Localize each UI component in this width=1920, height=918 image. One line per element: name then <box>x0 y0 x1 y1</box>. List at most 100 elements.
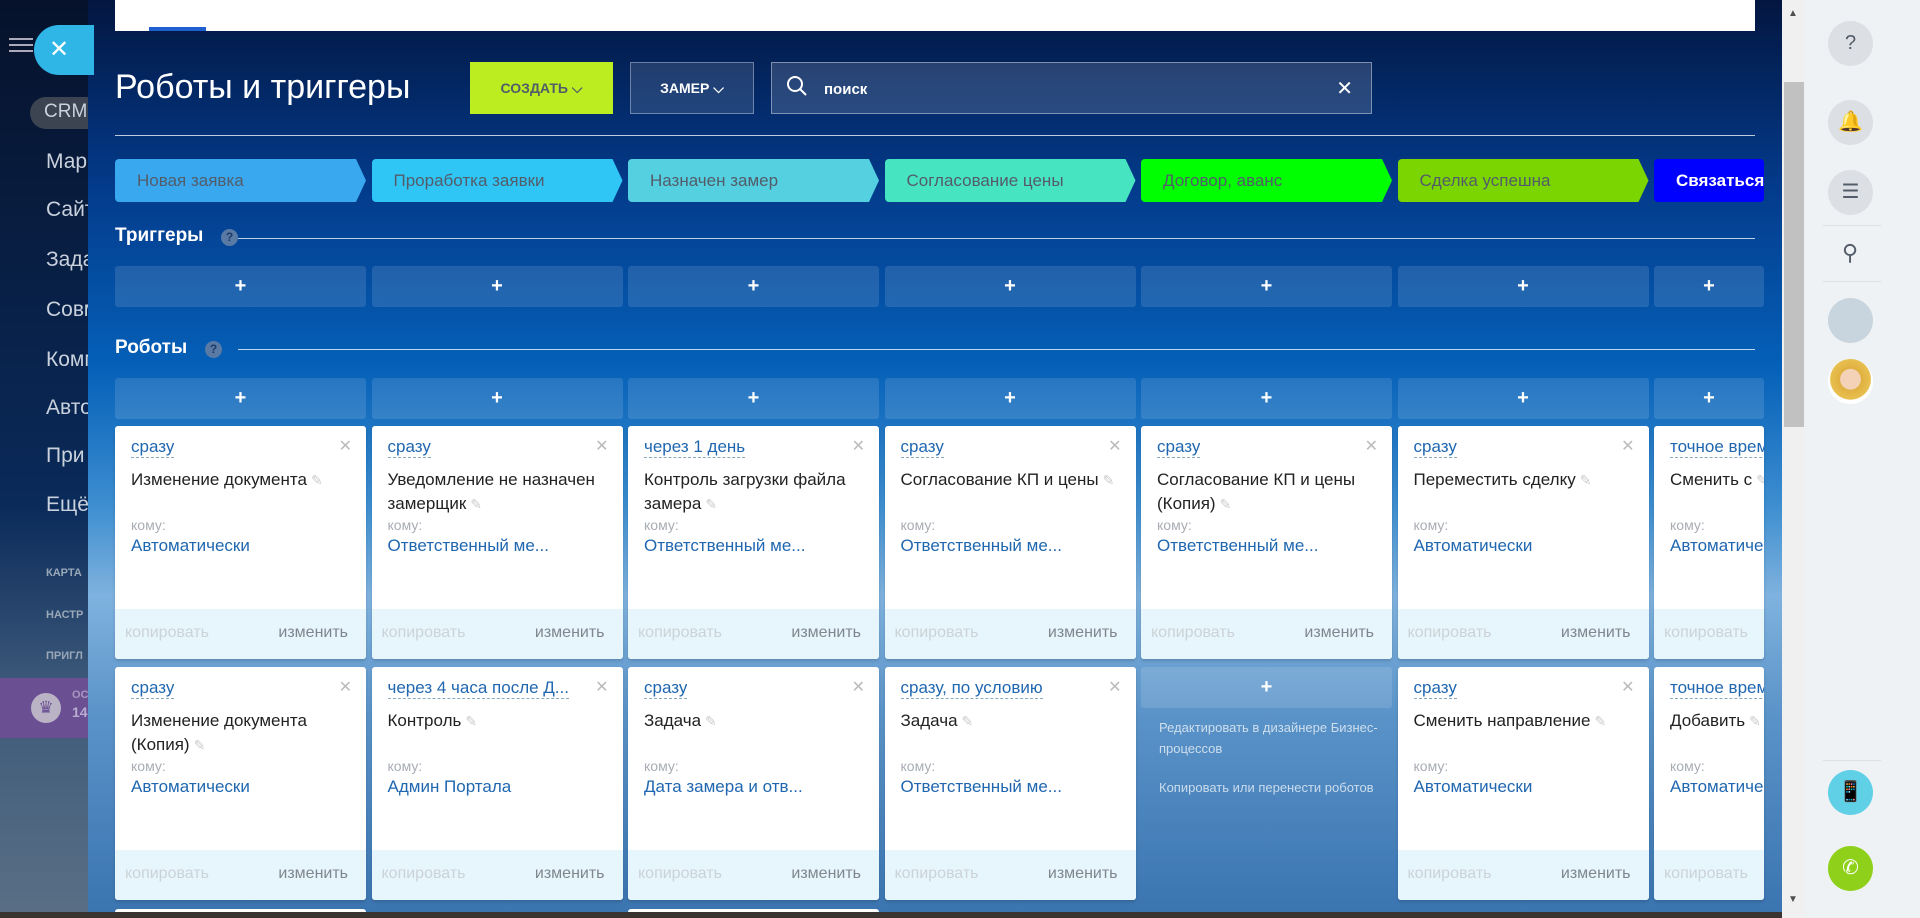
create-button[interactable]: СОЗДАТЬ ⌵ <box>470 62 613 114</box>
license-promo[interactable]: ♛ ОС 14 <box>0 678 88 738</box>
delay-link[interactable]: сразу <box>644 678 688 699</box>
sidebar-item[interactable]: Зада <box>46 248 88 271</box>
add-robot-button[interactable]: + <box>1397 378 1649 419</box>
delay-link[interactable]: сразу <box>387 437 431 458</box>
sidebar-item[interactable]: Мар <box>46 150 88 173</box>
copy-button[interactable]: копировать <box>638 865 723 882</box>
edit-button[interactable]: изменить <box>278 624 348 641</box>
stage-3[interactable]: Согласование цены <box>885 159 1136 202</box>
sidebar-link[interactable]: НАСТР <box>46 609 84 621</box>
copy-button[interactable]: копировать <box>1407 624 1492 641</box>
edit-button[interactable]: изменить <box>791 865 861 882</box>
sidebar-item[interactable]: Совм <box>46 298 88 321</box>
delay-link[interactable]: сразу <box>900 437 944 458</box>
copy-button[interactable]: копировать <box>1664 865 1749 882</box>
stage-6[interactable]: Связаться <box>1654 159 1764 202</box>
copy-move-link[interactable]: Копировать или перенести роботов <box>1159 780 1374 795</box>
pencil-icon[interactable]: ✎ <box>1756 472 1764 488</box>
pencil-icon[interactable]: ✎ <box>1219 496 1232 512</box>
add-trigger-button[interactable]: + <box>1654 266 1764 307</box>
sidebar-link[interactable]: КАРТА <box>46 567 82 579</box>
responsible-link[interactable]: Автоматически <box>1670 777 1764 796</box>
add-trigger-button[interactable]: + <box>371 266 623 307</box>
delay-link[interactable]: сразу <box>1413 678 1457 699</box>
bell-icon[interactable]: 🔔 <box>1828 100 1873 145</box>
scroll-thumb[interactable] <box>1784 82 1804 427</box>
copy-button[interactable]: копировать <box>1664 624 1749 641</box>
close-icon[interactable]: ✕ <box>1621 679 1635 696</box>
responsible-link[interactable]: Автоматически <box>131 777 250 796</box>
delay-link[interactable]: точное время <box>1670 678 1764 699</box>
pencil-icon[interactable]: ✎ <box>1579 472 1592 488</box>
sidebar-item[interactable]: Комм <box>46 348 88 371</box>
robot-card[interactable]: сразу ✕ Изменение документа (Копия) ✎ кому: А… <box>115 667 366 900</box>
pipeline-select[interactable]: ЗАМЕР ⌵ <box>630 62 754 114</box>
robot-card[interactable]: через 4 часа после Д... ✕ Контроль ✎ кому: Ад… <box>371 667 623 900</box>
copy-button[interactable]: копировать <box>894 865 979 882</box>
stage-4[interactable]: Договор, аванс <box>1141 159 1392 202</box>
add-trigger-button[interactable]: + <box>115 266 366 307</box>
close-icon[interactable]: ✕ <box>338 679 352 696</box>
edit-button[interactable]: изменить <box>791 624 861 641</box>
delay-link[interactable]: сразу <box>1413 437 1457 458</box>
add-trigger-button[interactable]: + <box>628 266 879 307</box>
delay-link[interactable]: сразу <box>131 678 175 699</box>
mobile-app-icon[interactable]: 📱 <box>1828 770 1873 815</box>
responsible-link[interactable]: Ответственный ме... <box>644 536 806 555</box>
robot-card[interactable]: сразу ✕ Согласование КП и цены (Копия) ✎ ком… <box>1141 426 1392 659</box>
robot-card[interactable]: через 1 день ✕ Контроль загрузки файла зам… <box>628 426 879 659</box>
close-icon[interactable]: ✕ <box>1364 438 1378 455</box>
add-robot-button[interactable]: + <box>1141 667 1392 708</box>
stage-0[interactable]: Новая заявка <box>115 159 366 202</box>
robot-card[interactable]: точное время Сменить с✎ кому: Автоматически… <box>1654 426 1764 659</box>
edit-button[interactable]: изменить <box>1047 865 1118 882</box>
add-robot-button[interactable]: + <box>371 378 623 419</box>
add-trigger-button[interactable]: + <box>1397 266 1649 307</box>
add-trigger-button[interactable]: + <box>1141 266 1392 307</box>
copy-button[interactable]: копировать <box>381 865 466 882</box>
edit-button[interactable]: изменить <box>278 865 348 882</box>
responsible-link[interactable]: Дата замера и отв... <box>644 777 803 796</box>
chat-icon[interactable]: ☰ <box>1828 170 1873 215</box>
search-icon[interactable]: ⚲ <box>1842 240 1859 265</box>
clear-search-icon[interactable]: ✕ <box>1336 78 1353 100</box>
copy-button[interactable]: копировать <box>1151 624 1236 641</box>
pencil-icon[interactable]: ✎ <box>961 713 974 729</box>
scroll-down-icon[interactable]: ▼ <box>1788 894 1798 905</box>
delay-link[interactable]: через 1 день <box>644 437 746 458</box>
close-icon[interactable]: ✕ <box>851 679 865 696</box>
pencil-icon[interactable]: ✎ <box>465 713 478 729</box>
pencil-icon[interactable]: ✎ <box>310 472 323 488</box>
add-robot-button[interactable]: + <box>884 378 1136 419</box>
pencil-icon[interactable]: ✎ <box>705 713 717 729</box>
edit-button[interactable]: изменить <box>1560 865 1631 882</box>
robot-card[interactable]: сразу ✕ Сменить направление ✎ кому: Автоматич… <box>1397 667 1649 900</box>
close-icon[interactable]: ✕ <box>595 679 609 696</box>
responsible-link[interactable]: Автоматически <box>1413 777 1533 796</box>
robot-card[interactable]: сразу, по условию ✕ Задача ✎ кому: Ответствен… <box>884 667 1136 900</box>
stage-1[interactable]: Проработка заявки <box>372 159 623 202</box>
delay-link[interactable]: сразу <box>131 437 175 458</box>
add-robot-button[interactable]: + <box>115 378 366 419</box>
add-robot-button[interactable]: + <box>1141 378 1392 419</box>
close-icon[interactable]: ✕ <box>1108 679 1122 696</box>
help-icon[interactable]: ? <box>1828 21 1873 66</box>
pencil-icon[interactable]: ✎ <box>1749 713 1761 729</box>
robot-card[interactable]: сразу ✕ Задача ✎ кому: Дата замера и отв... ко… <box>628 667 879 900</box>
close-icon[interactable]: ✕ <box>595 438 609 455</box>
scrollbar[interactable]: ▲ ▼ <box>1782 0 1806 918</box>
phone-icon[interactable]: ✆ <box>1828 846 1873 891</box>
delay-link[interactable]: точное время <box>1670 437 1764 458</box>
delay-link[interactable]: сразу <box>1157 437 1201 458</box>
add-trigger-button[interactable]: + <box>884 266 1136 307</box>
pencil-icon[interactable]: ✎ <box>1594 713 1607 729</box>
stage-2[interactable]: Назначен замер <box>628 159 879 202</box>
avatar[interactable] <box>1828 298 1873 343</box>
search-input[interactable] <box>824 75 1304 103</box>
edit-button[interactable]: изменить <box>1047 624 1118 641</box>
edit-button[interactable]: изменить <box>1560 624 1631 641</box>
robot-card[interactable]: сразу ✕ Изменение документа ✎ кому: Автоматич… <box>115 426 366 659</box>
scroll-up-icon[interactable]: ▲ <box>1788 8 1798 19</box>
sidebar-item[interactable]: При <box>46 444 85 467</box>
close-icon[interactable]: ✕ <box>1621 438 1635 455</box>
